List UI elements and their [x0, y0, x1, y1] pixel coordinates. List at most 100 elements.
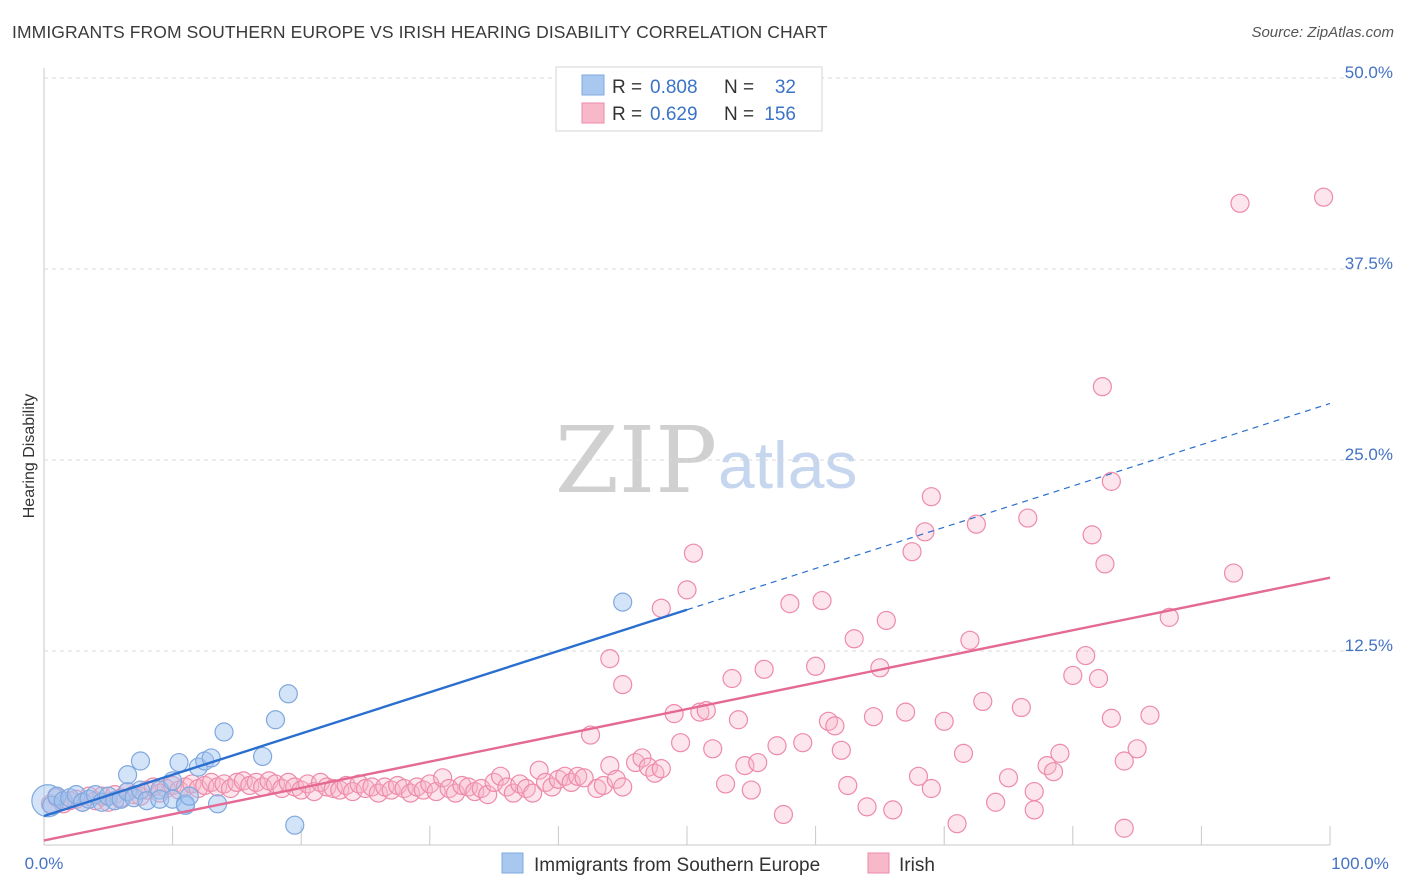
irish-point	[921, 487, 941, 507]
x-tick-label-0: 0.0%	[25, 854, 64, 873]
irish-point	[703, 739, 723, 759]
southern-europe-point	[265, 710, 286, 730]
y-tick-label-12-5: 12.5%	[1345, 636, 1393, 655]
southern-europe-trend-extension	[686, 402, 1331, 611]
watermark-atlas: atlas	[718, 428, 857, 502]
southern-europe-point	[253, 746, 273, 767]
irish-point	[355, 778, 376, 799]
irish-point	[600, 649, 620, 669]
irish-point	[1114, 751, 1134, 771]
irish-point	[1230, 193, 1250, 213]
irish-point	[478, 785, 498, 805]
irish-point	[613, 675, 633, 695]
irish-point	[1223, 563, 1244, 583]
legend-r-label-pink: R =	[612, 104, 642, 125]
irish-point	[1024, 781, 1044, 802]
irish-point	[728, 710, 749, 730]
irish-point	[1050, 743, 1070, 763]
irish-point	[863, 707, 884, 727]
irish-point	[1076, 645, 1096, 666]
southern-europe-point	[130, 751, 151, 771]
legend-r-value-blue: 0.808	[650, 77, 698, 98]
correlation-legend: R = 0.808 N = 32 R = 0.629 N = 156	[555, 66, 823, 132]
irish-point	[1063, 665, 1083, 686]
x-ticks	[172, 826, 1331, 845]
irish-point	[1043, 762, 1064, 782]
trend-lines	[43, 402, 1331, 842]
irish-point	[523, 783, 543, 803]
southern-europe-point	[201, 748, 221, 768]
irish-point	[844, 629, 864, 649]
y-axis-label: Hearing Disability	[21, 394, 38, 519]
irish-point	[574, 768, 594, 788]
irish-point	[1127, 739, 1147, 759]
irish-point	[973, 691, 993, 712]
irish-point	[934, 711, 954, 731]
chart-source: Source: ZipAtlas.com	[1251, 24, 1394, 41]
irish-point	[433, 768, 453, 788]
irish-point	[529, 760, 549, 780]
irish-point	[651, 598, 671, 618]
irish-point	[953, 743, 974, 763]
irish-point	[1101, 471, 1121, 491]
irish-point	[915, 522, 935, 542]
irish-point	[960, 630, 980, 650]
southern-europe-point	[613, 592, 633, 612]
irish-point	[1092, 377, 1112, 397]
irish-point	[568, 766, 588, 786]
legend-n-label-blue: N =	[724, 77, 754, 98]
irish-point	[1082, 525, 1102, 545]
irish-point	[1313, 187, 1334, 207]
irish-point	[613, 777, 633, 797]
irish-point	[998, 768, 1019, 788]
chart-title: IMMIGRANTS FROM SOUTHERN EUROPE VS IRISH…	[12, 22, 828, 42]
irish-point	[1101, 708, 1121, 728]
y-tick-label-25: 25.0%	[1345, 445, 1393, 464]
irish-point	[986, 792, 1006, 812]
bottom-legend-label-blue: Immigrants from Southern Europe	[534, 855, 820, 876]
southern-europe-point	[179, 786, 199, 806]
southern-europe-trend-line	[43, 608, 688, 818]
irish-point	[857, 797, 877, 817]
bottom-legend-swatch-blue	[501, 852, 524, 874]
irish-trend-line	[43, 576, 1331, 842]
irish-point	[883, 800, 903, 820]
irish-point	[748, 752, 768, 773]
southern-europe-point	[285, 815, 305, 835]
series-legend: Immigrants from Southern Europe Irish	[501, 852, 935, 876]
irish-point	[921, 778, 941, 799]
legend-swatch-pink	[581, 102, 605, 124]
legend-swatch-blue	[581, 74, 605, 96]
legend-r-value-pink: 0.629	[650, 104, 698, 125]
irish-point	[767, 736, 787, 756]
irish-point	[606, 769, 626, 789]
irish-point	[805, 656, 826, 676]
irish-point	[896, 702, 916, 722]
irish-point	[490, 766, 511, 786]
irish-point	[876, 610, 896, 631]
irish-point	[754, 659, 774, 679]
legend-r-label-blue: R =	[612, 77, 642, 98]
irish-point	[825, 716, 845, 736]
southern-europe-point	[214, 722, 234, 742]
legend-n-value-pink: 156	[764, 104, 796, 125]
irish-point	[670, 733, 691, 753]
southern-europe-point	[278, 684, 298, 704]
irish-point	[1011, 697, 1031, 718]
southern-europe-point	[117, 765, 138, 785]
irish-point	[1140, 705, 1160, 725]
southern-europe-points	[31, 592, 633, 835]
southern-europe-point	[66, 785, 86, 805]
irish-point	[542, 777, 562, 797]
y-tick-label-50: 50.0%	[1345, 63, 1393, 82]
irish-point	[908, 766, 929, 786]
irish-point	[1095, 554, 1115, 574]
irish-point	[773, 804, 794, 825]
y-tick-label-37-5: 37.5%	[1345, 254, 1393, 273]
irish-point	[722, 668, 742, 689]
irish-point	[838, 775, 858, 796]
irish-point	[947, 814, 967, 834]
irish-point	[677, 580, 697, 600]
irish-point	[780, 594, 800, 614]
